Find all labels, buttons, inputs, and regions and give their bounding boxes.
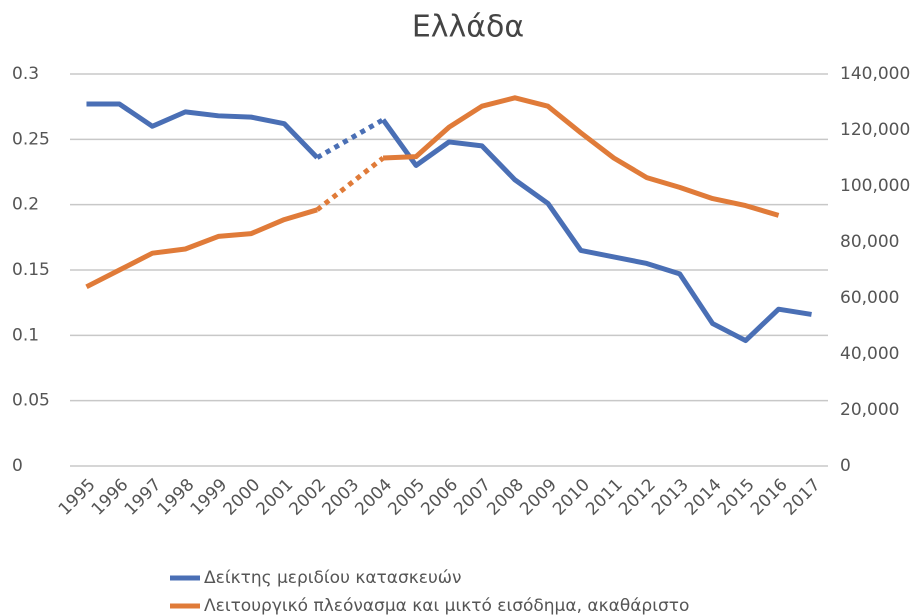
- legend-label: Λειτουργικό πλεόνασμα και μικτό εισόδημα…: [204, 596, 689, 616]
- y-tick-label: 0.05: [12, 391, 50, 411]
- x-tick-label: 2008: [483, 475, 528, 520]
- y2-tick-label: 100,000: [840, 176, 910, 196]
- y2-tick-label: 80,000: [840, 232, 899, 252]
- y-tick-label: 0: [12, 456, 23, 476]
- y2-tick-label: 0: [840, 456, 851, 476]
- x-tick-label: 2011: [582, 475, 627, 520]
- y2-tick-label: 20,000: [840, 400, 899, 420]
- x-tick-label: 1997: [121, 475, 166, 520]
- gap-connector: [315, 156, 385, 212]
- x-tick-label: 2005: [384, 475, 429, 520]
- x-tick-label: 1995: [55, 475, 100, 520]
- y2-tick-label: 60,000: [840, 288, 899, 308]
- x-tick-label: 2014: [681, 475, 726, 520]
- y-tick-label: 0.1: [12, 325, 39, 345]
- series-line: [86, 101, 812, 344]
- x-tick-label: 2002: [286, 475, 331, 520]
- y-tick-label: 0.15: [12, 260, 50, 280]
- x-tick-label: 2007: [450, 475, 495, 520]
- y2-tick-label: 40,000: [840, 344, 899, 364]
- gap-connector: [315, 117, 385, 160]
- x-tick-label: 2012: [615, 475, 660, 520]
- chart-title: Ελλάδα: [412, 10, 524, 45]
- x-tick-label: 2010: [549, 475, 594, 520]
- x-tick-label: 2004: [351, 475, 396, 520]
- x-tick-label: 2013: [648, 475, 693, 520]
- x-tick-label: 2009: [516, 475, 561, 520]
- legend-label: Δείκτης μεριδίου κατασκευών: [204, 568, 462, 588]
- x-tick-label: 1996: [88, 475, 133, 520]
- x-tick-label: 2003: [318, 475, 363, 520]
- x-tick-label: 2016: [747, 475, 792, 520]
- x-tick-label: 2000: [220, 475, 265, 520]
- x-tick-label: 2017: [780, 475, 825, 520]
- x-tick-label: 1999: [187, 475, 232, 520]
- x-tick-label: 2015: [714, 475, 759, 520]
- series-line: [85, 95, 780, 290]
- y2-tick-label: 120,000: [840, 120, 910, 140]
- x-tick-label: 2006: [417, 475, 462, 520]
- x-tick-label: 2001: [253, 475, 298, 520]
- y-tick-label: 0.25: [12, 129, 50, 149]
- y-tick-label: 0.3: [12, 64, 39, 84]
- y2-tick-label: 140,000: [840, 64, 910, 84]
- y-tick-label: 0.2: [12, 195, 39, 215]
- x-tick-label: 1998: [154, 475, 199, 520]
